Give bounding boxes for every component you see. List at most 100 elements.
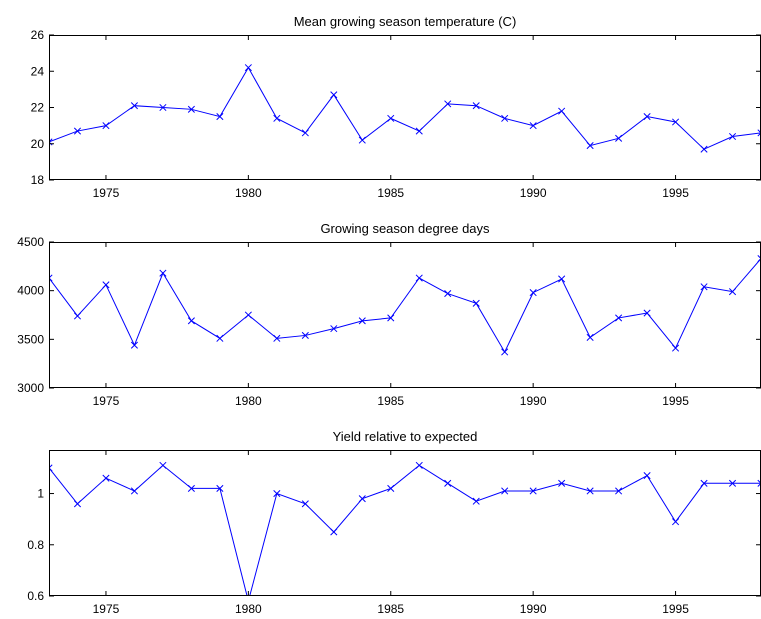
x-tick-label: 1985 [377, 186, 404, 200]
data-point [558, 107, 566, 115]
data-point [244, 311, 252, 319]
x-tick-label: 1995 [662, 602, 689, 616]
data-point [444, 100, 452, 108]
data-point [728, 132, 737, 141]
data-point [757, 479, 761, 487]
x-tick-label: 1995 [662, 186, 689, 200]
data-point [757, 129, 761, 137]
chart-title: Growing season degree days [320, 221, 490, 236]
y-tick-label: 4500 [17, 235, 44, 249]
data-point [102, 122, 110, 130]
data-point [387, 114, 395, 122]
data-point [130, 102, 138, 110]
data-point [700, 145, 708, 153]
data-point [586, 333, 594, 341]
y-tick-label: 18 [31, 173, 45, 187]
x-tick-label: 1990 [520, 186, 547, 200]
data-point [130, 341, 138, 349]
y-tick-label: 26 [31, 28, 45, 42]
data-point [387, 484, 395, 492]
data-point [728, 479, 737, 487]
x-tick-label: 1975 [93, 602, 120, 616]
axes-box [49, 450, 761, 596]
data-point [472, 497, 480, 505]
data-point [330, 325, 338, 333]
data-point [586, 487, 594, 495]
x-tick-label: 1975 [93, 186, 120, 200]
data-point [444, 479, 452, 487]
data-point [672, 518, 680, 526]
data-point [73, 127, 82, 135]
data-point [159, 103, 167, 112]
data-point [102, 474, 110, 482]
y-tick-label: 1 [37, 487, 44, 501]
data-point [301, 331, 309, 339]
series-group [49, 64, 761, 153]
data-point [273, 489, 281, 498]
x-tick-label: 1980 [235, 186, 262, 200]
y-tick-label: 0.8 [27, 538, 44, 552]
axes-box [49, 242, 761, 388]
data-point [216, 484, 224, 492]
x-tick-label: 1980 [235, 394, 262, 408]
data-point [529, 289, 537, 297]
data-point [643, 113, 651, 121]
data-point [330, 91, 338, 99]
data-point [615, 134, 623, 142]
y-tick-label: 3000 [17, 381, 44, 395]
data-point [643, 309, 651, 317]
y-tick-label: 24 [31, 64, 45, 78]
chart-panel-3: Yield relative to expected 1975 1980 1985 19… [27, 429, 761, 616]
data-point [73, 312, 82, 320]
series-group [49, 254, 761, 356]
data-point [358, 495, 366, 503]
data-point [700, 283, 708, 291]
series-line [49, 258, 761, 354]
y-tick-label: 22 [31, 101, 45, 115]
series-group [49, 461, 761, 596]
data-point [415, 274, 423, 282]
x-tick-label: 1980 [235, 602, 262, 616]
data-point [159, 269, 167, 277]
data-point [672, 118, 680, 126]
x-tick-label: 1985 [377, 602, 404, 616]
x-tick-label: 1990 [520, 394, 547, 408]
data-point [330, 528, 338, 536]
chart-panel-1: Mean growing season temperature (C) 1975 1… [31, 14, 761, 200]
data-point [301, 129, 309, 137]
data-point [187, 105, 195, 113]
data-point [558, 479, 566, 487]
data-point [501, 114, 509, 122]
data-point [643, 472, 651, 480]
data-point [757, 254, 761, 263]
data-point [529, 122, 537, 130]
series-line [49, 464, 761, 596]
chart-title: Yield relative to expected [333, 429, 478, 444]
data-point [415, 461, 423, 469]
data-point [102, 281, 110, 289]
y-tick-label: 4000 [17, 284, 44, 298]
data-point [700, 479, 708, 487]
x-tick-label: 1985 [377, 394, 404, 408]
series-line [49, 66, 761, 150]
data-point [615, 314, 623, 322]
data-point [358, 136, 366, 144]
data-point [273, 114, 281, 122]
data-point [444, 290, 452, 298]
data-point [301, 500, 309, 508]
data-point [358, 317, 366, 325]
data-point [558, 275, 566, 283]
data-point [586, 142, 594, 150]
data-point [159, 461, 167, 469]
y-tick-label: 3500 [17, 332, 44, 346]
x-tick-label: 1995 [662, 394, 689, 408]
x-tick-label: 1990 [520, 602, 547, 616]
chart-panel-2: Growing season degree days 1975 1980 1985 19… [17, 221, 761, 408]
data-point [529, 487, 537, 495]
data-point [672, 344, 680, 352]
data-point [472, 299, 480, 307]
data-point [387, 314, 395, 322]
chart-title: Mean growing season temperature (C) [294, 14, 517, 29]
data-point [49, 464, 53, 472]
